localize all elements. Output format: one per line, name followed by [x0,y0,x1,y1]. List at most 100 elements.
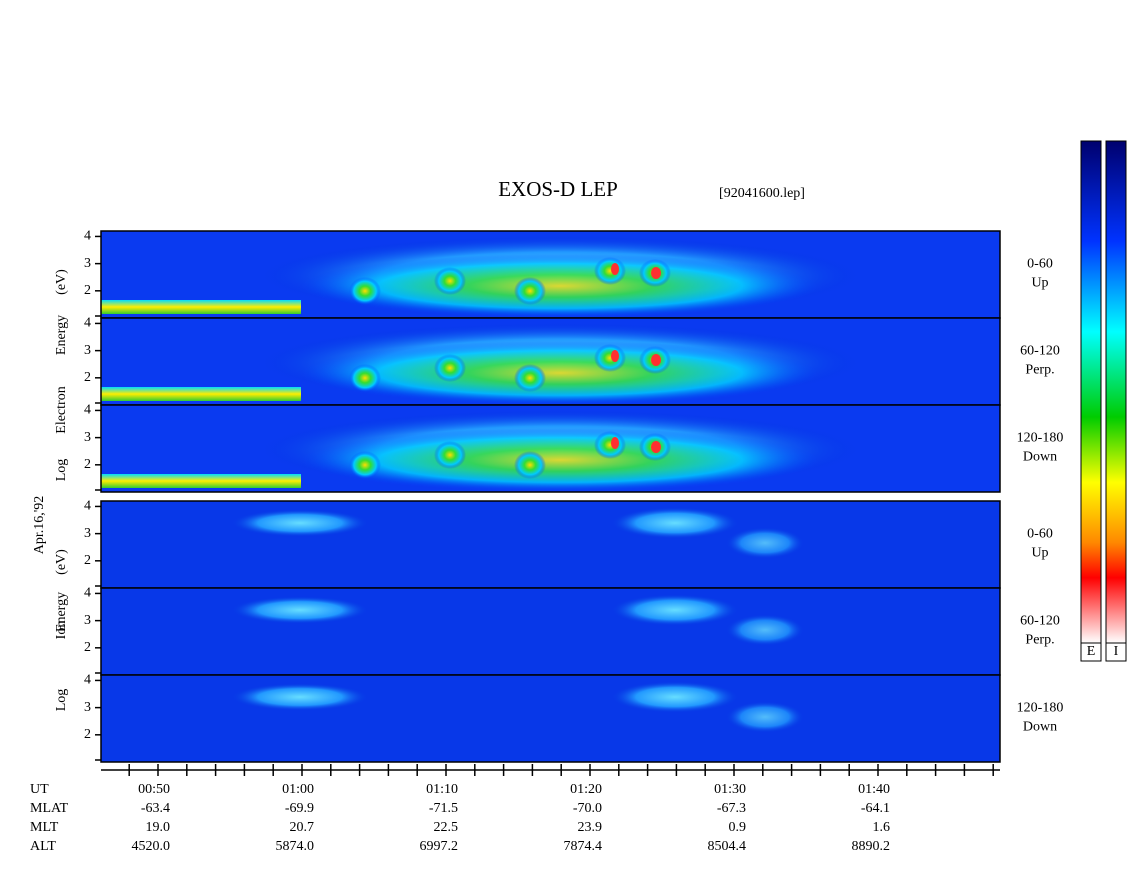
axis-label: (eV) [54,269,69,295]
pitch-label: 60-120 [1020,344,1060,359]
axis-label: Ion [54,621,69,640]
spectrogram-panel [100,500,1001,589]
ephemeris-value: 01:30 [714,782,746,797]
spectrogram-background [101,501,1000,588]
feature [230,596,370,624]
y-tick-label: 3 [84,526,91,541]
panel-frame [100,674,1001,763]
ephemeris-value: 6997.2 [420,839,459,854]
spectrogram-panel [100,587,1001,676]
spectrogram-background [101,588,1000,675]
low-energy-band [101,387,301,401]
spectrogram-panel [100,404,1001,493]
axis-label: Log [54,689,69,712]
direction-label: Perp. [1025,633,1054,648]
feature [434,354,466,382]
y-tick-label: 4 [84,499,91,514]
y-tick-label: 3 [84,343,91,358]
feature [434,441,466,469]
feature [610,594,740,626]
pitch-label: 120-180 [1017,431,1064,446]
axis-label: Energy [54,592,69,632]
feature [725,527,805,559]
ephemeris-row-label: UT [30,782,49,797]
colorbar-e [1080,140,1102,644]
spectrogram-features [230,681,805,733]
spectrogram-background [101,675,1000,762]
ephemeris-value: 8890.2 [852,839,891,854]
y-tick-label: 2 [84,640,91,655]
ephemeris-value: 23.9 [578,820,603,835]
ephemeris-value: -71.5 [429,801,458,816]
colorbar-i [1105,140,1127,644]
y-tick-label: 4 [84,229,91,244]
ephemeris-row-label: MLT [30,820,59,835]
axis-label: (eV) [54,549,69,575]
ephemeris-row-label: MLAT [30,801,69,816]
colorbar-i-box [1105,642,1127,662]
feature [434,267,466,295]
y-tick-label: 2 [84,727,91,742]
y-tick-label: 2 [84,553,91,568]
feature [230,509,370,537]
spectrogram-panel [100,674,1001,763]
spectrogram-panel [100,317,1001,406]
axis-label: Energy [54,315,69,355]
pitch-label: 60-120 [1020,614,1060,629]
feature [349,277,381,305]
y-tick-label: 4 [84,673,91,688]
y-tick-label: 3 [84,700,91,715]
ephemeris-value: 8504.4 [708,839,747,854]
feature [514,277,546,305]
ephemeris-value: 1.6 [873,820,891,835]
direction-label: Down [1023,720,1057,735]
y-tick-label: 3 [84,430,91,445]
y-tick-label: 2 [84,370,91,385]
feature [300,341,820,405]
colorbar-label: E [1087,644,1096,659]
spectrogram-panel [100,230,1001,319]
feature [514,451,546,479]
y-tick-label: 4 [84,586,91,601]
ephemeris-value: 01:40 [858,782,890,797]
hot-spot [651,354,661,366]
ephemeris-value: -70.0 [573,801,602,816]
feature [725,614,805,646]
y-tick-label: 4 [84,403,91,418]
ephemeris-value: 01:10 [426,782,458,797]
ephemeris-value: -64.1 [861,801,890,816]
direction-label: Up [1031,276,1048,291]
ephemeris-value: 4520.0 [132,839,171,854]
feature [594,344,626,372]
ephemeris-value: 01:20 [570,782,602,797]
spectrogram-features [101,323,860,405]
ephemeris-value: 20.7 [290,820,315,835]
title: EXOS-D LEP [498,177,618,201]
axis-label: Electron [54,386,69,433]
pitch-label: 0-60 [1027,527,1053,542]
pitch-label: 0-60 [1027,257,1053,272]
ephemeris-value: 01:00 [282,782,314,797]
colorbars: E I [1080,140,1127,662]
direction-label: Perp. [1025,363,1054,378]
hot-spot [651,267,661,279]
y-tick-label: 2 [84,283,91,298]
feature [349,451,381,479]
direction-label: Down [1023,450,1057,465]
hot-spot [611,263,619,275]
ephemeris-value: 19.0 [146,820,171,835]
colorbar-label: I [1114,644,1119,659]
ephemeris-value: 0.9 [729,820,747,835]
feature [349,364,381,392]
y-tick-label: 2 [84,457,91,472]
hot-spot [651,441,661,453]
panel-frame [100,404,1001,493]
spectrogram-features [101,236,860,318]
spectrogram-features [230,594,805,646]
feature [610,507,740,539]
feature [300,254,820,318]
hot-spot [611,350,619,362]
feature [610,681,740,713]
hot-spot [611,437,619,449]
